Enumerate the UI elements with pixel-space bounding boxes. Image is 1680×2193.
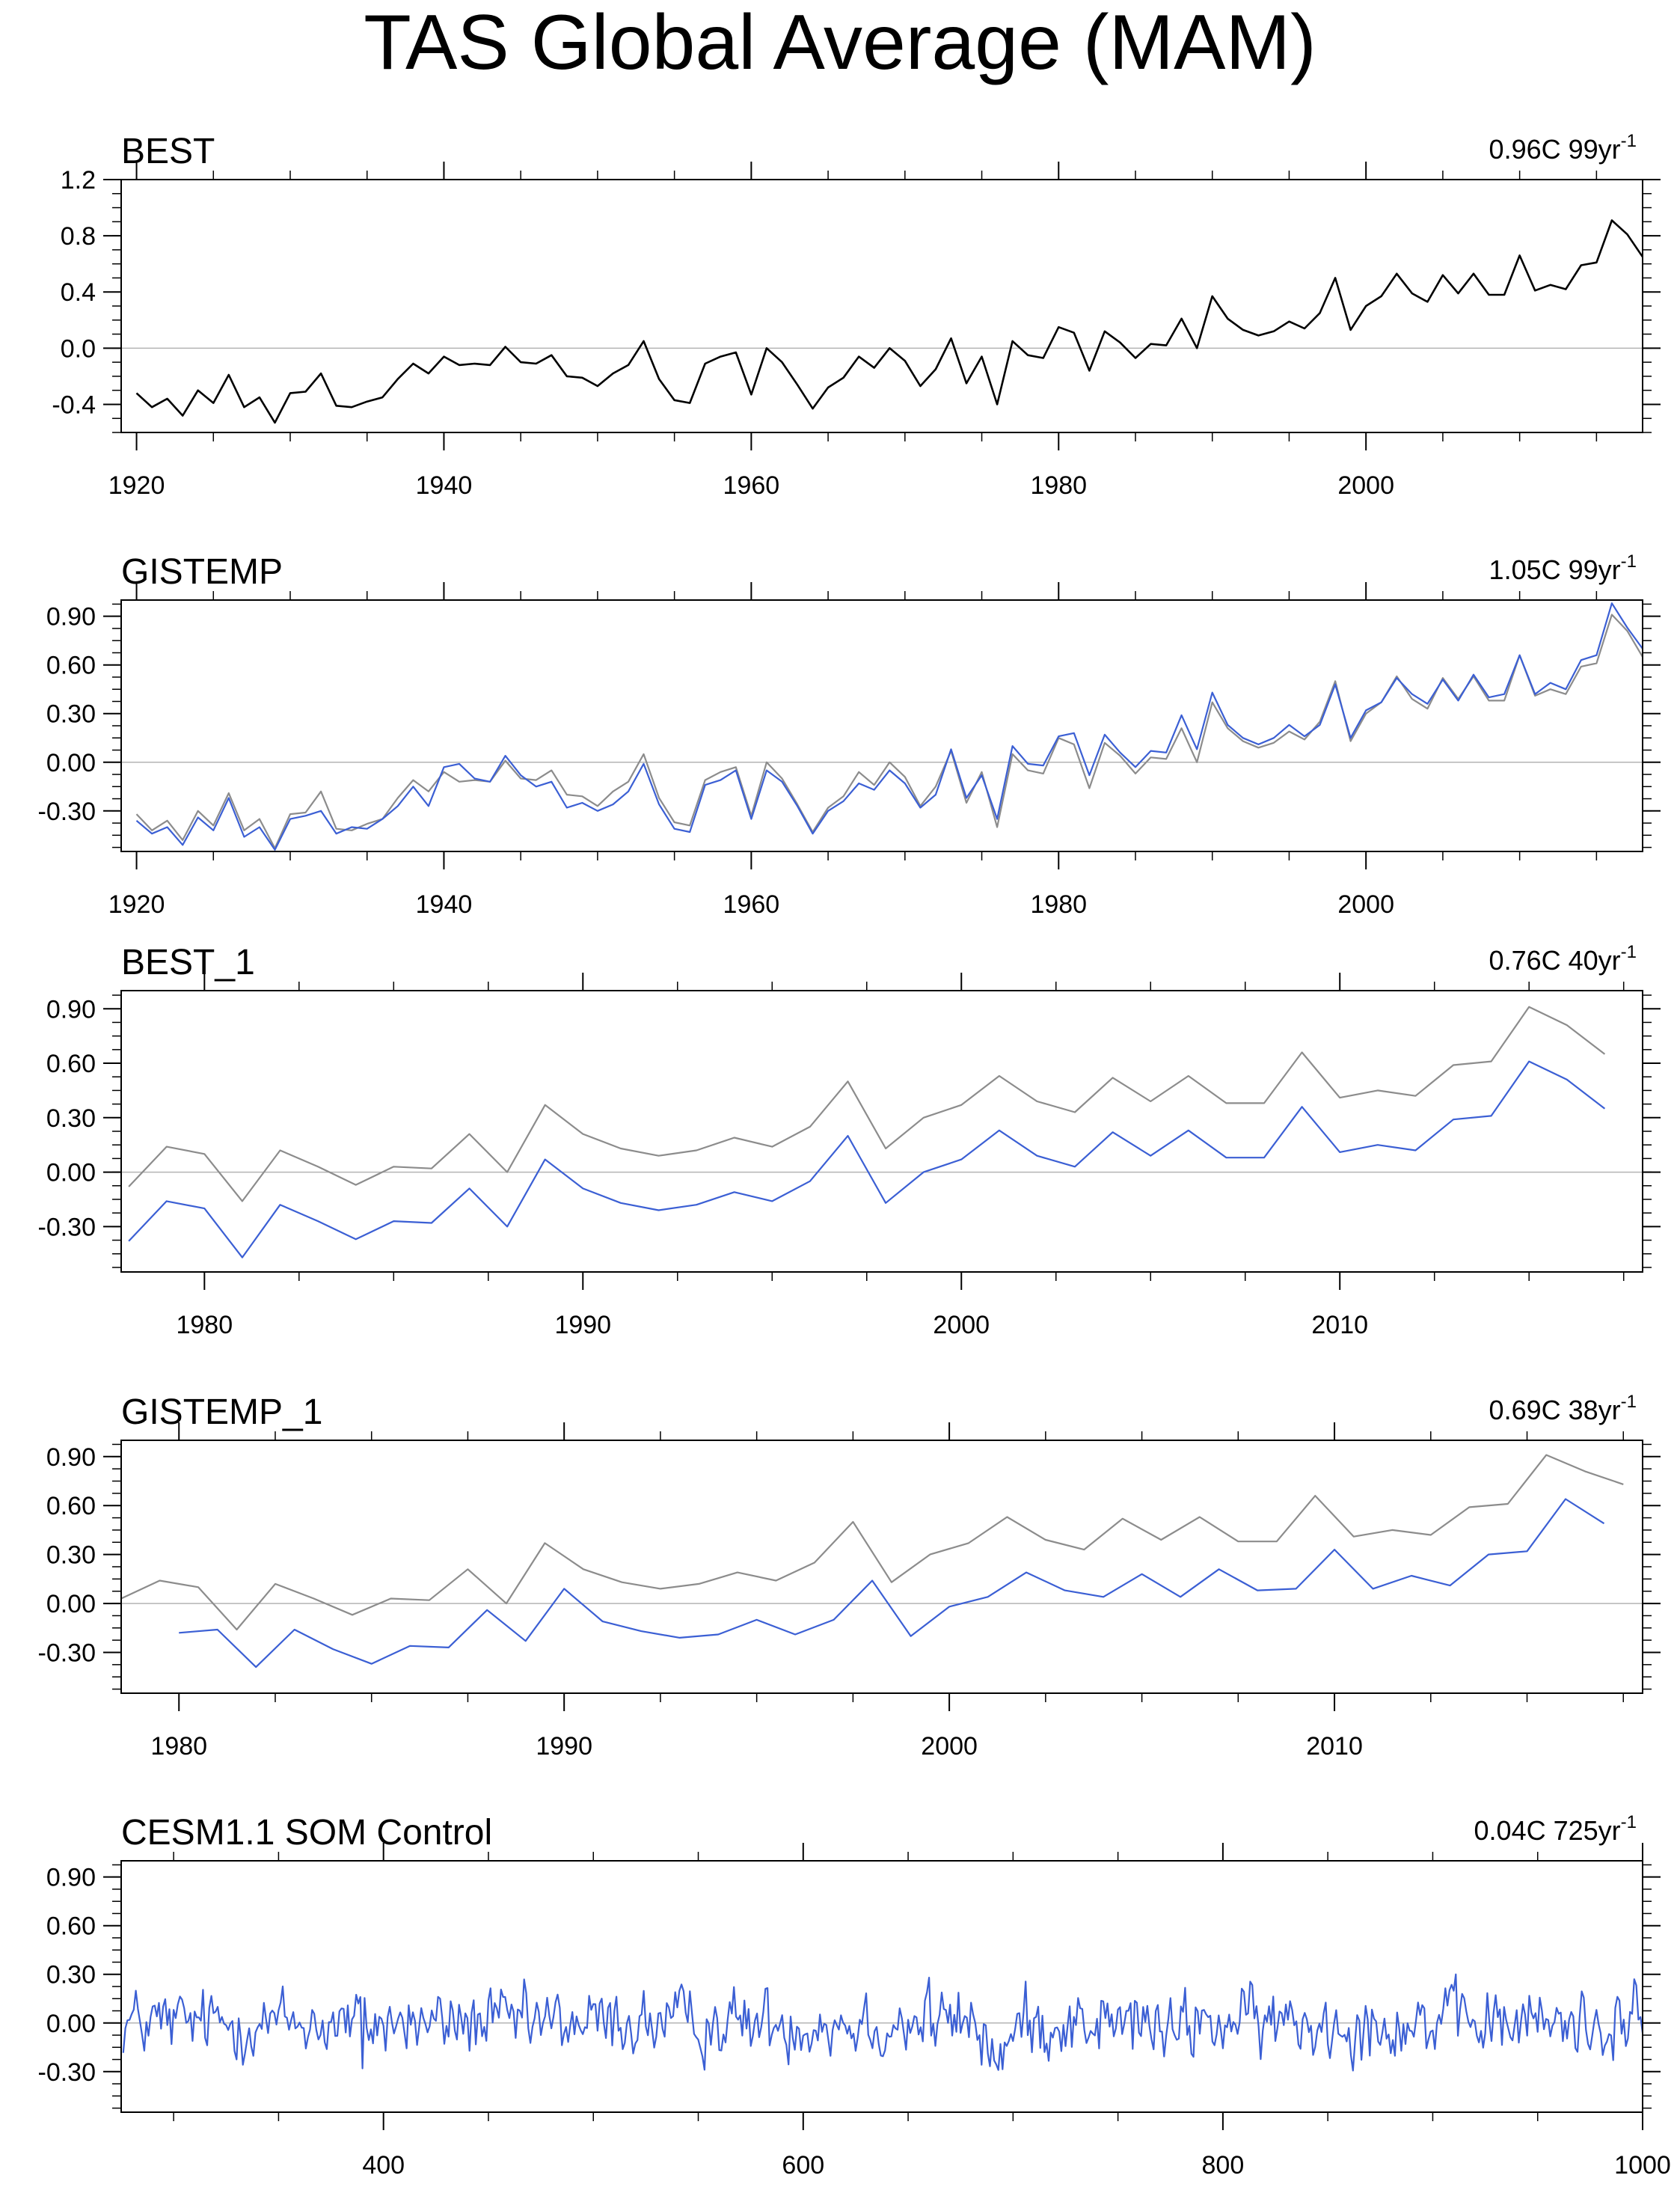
trend-value: 0.04C 725yr — [1474, 1815, 1621, 1846]
x-tick-label: 2000 — [933, 1311, 990, 1339]
plot-frame — [120, 599, 1643, 852]
x-tick-label: 1960 — [723, 471, 780, 500]
series-line-best — [135, 219, 1644, 424]
y-tick-label: 0.60 — [46, 1492, 96, 1520]
y-tick-label: 0.4 — [61, 278, 96, 307]
series-line-gistemp-1 — [179, 1498, 1605, 1669]
x-tick-label: 1000 — [1614, 2151, 1671, 2180]
trend-exponent: -1 — [1621, 1812, 1637, 1832]
trend-exponent: -1 — [1621, 942, 1637, 962]
y-tick-label: 0.00 — [46, 1159, 96, 1187]
x-tick-label: 1980 — [176, 1311, 233, 1339]
y-tick-label: 0.90 — [46, 995, 96, 1024]
plot-frame — [120, 179, 1643, 433]
panel-title: CESM1.1 SOM Control — [121, 1813, 492, 1853]
figure-title: TAS Global Average (MAM) — [364, 0, 1316, 86]
y-tick-label: -0.30 — [38, 2058, 96, 2087]
x-tick-label: 2010 — [1311, 1311, 1368, 1339]
x-tick-label: 2000 — [1337, 890, 1394, 919]
y-tick-label: 1.2 — [61, 166, 96, 195]
y-tick-label: 0.90 — [46, 603, 96, 631]
y-tick-label: 0.30 — [46, 1104, 96, 1133]
x-tick-label: 1940 — [416, 890, 473, 919]
y-tick-label: 0.60 — [46, 1050, 96, 1078]
y-tick-label: -0.30 — [38, 1213, 96, 1241]
panel-best-1: BEST_1 0.76C 40yr-1 -0.30 0.00 0.30 0.60 0.90 1… — [38, 942, 1661, 1339]
trend-value: 0.76C 40yr — [1489, 945, 1621, 976]
x-tick-label: 400 — [362, 2151, 405, 2180]
panel-title: BEST_1 — [121, 943, 255, 982]
x-tick-label: 2000 — [921, 1732, 978, 1761]
panel-cesm-som-control: CESM1.1 SOM Control 0.04C 725yr-1 -0.30 0.0… — [38, 1812, 1671, 2180]
panel-best: BEST 0.96C 99yr-1 -0.4 0.0 0.4 0.8 1.2 1920 1940… — [52, 131, 1661, 500]
y-tick-label: -0.30 — [38, 798, 96, 826]
trend-label: 1.05C 99yr-1 — [1489, 551, 1637, 585]
x-tick-label: 1920 — [108, 890, 165, 919]
trend-label: 0.96C 99yr-1 — [1489, 131, 1637, 165]
x-tick-label: 1920 — [108, 471, 165, 500]
x-tick-label: 800 — [1202, 2151, 1245, 2180]
x-tick-label: 1990 — [536, 1732, 592, 1761]
series-line-cesm1-1-som-control — [122, 1973, 1644, 2072]
x-tick-label: 2000 — [1337, 471, 1394, 500]
y-tick-label: 0.30 — [46, 1541, 96, 1570]
plot-frame — [120, 1860, 1643, 2113]
y-tick-label: 0.60 — [46, 1912, 96, 1941]
x-tick-label: 1960 — [723, 890, 780, 919]
y-tick-label: 0.8 — [61, 222, 96, 251]
trend-exponent: -1 — [1621, 551, 1637, 572]
x-tick-label: 1980 — [1030, 471, 1087, 500]
plot-frame — [120, 1440, 1643, 1694]
y-tick-label: -0.4 — [52, 391, 96, 419]
trend-exponent: -1 — [1621, 131, 1637, 151]
x-tick-label: 1980 — [1030, 890, 1087, 919]
series-line-best-1 — [128, 1060, 1606, 1258]
y-tick-label: 0.90 — [46, 1443, 96, 1472]
panel-title: GISTEMP — [121, 552, 283, 592]
trend-value: 0.69C 38yr — [1489, 1395, 1621, 1425]
y-tick-label: 0.30 — [46, 700, 96, 729]
trend-exponent: -1 — [1621, 1392, 1637, 1412]
series-line-best — [135, 614, 1643, 849]
x-tick-label: 2010 — [1306, 1732, 1363, 1761]
y-tick-label: 0.60 — [46, 652, 96, 680]
y-tick-label: 0.0 — [61, 334, 96, 363]
x-tick-label: 1940 — [416, 471, 473, 500]
trend-label: 0.04C 725yr-1 — [1474, 1812, 1637, 1846]
y-tick-label: -0.30 — [38, 1639, 96, 1667]
trend-value: 1.05C 99yr — [1489, 554, 1621, 585]
series-line-best — [120, 1454, 1624, 1631]
y-tick-label: 0.00 — [46, 1590, 96, 1618]
plot-frame — [120, 990, 1643, 1273]
x-tick-label: 600 — [782, 2151, 824, 2180]
panel-title: GISTEMP_1 — [121, 1392, 322, 1432]
y-tick-label: 0.90 — [46, 1864, 96, 1892]
panel-gistemp: GISTEMP 1.05C 99yr-1 -0.30 0.00 0.30 0.60 0.90… — [38, 551, 1661, 919]
y-tick-label: 0.30 — [46, 1961, 96, 1989]
trend-label: 0.76C 40yr-1 — [1489, 942, 1637, 976]
series-line-best — [128, 1006, 1606, 1202]
x-tick-label: 1990 — [554, 1311, 611, 1339]
y-tick-label: 0.00 — [46, 749, 96, 777]
trend-label: 0.69C 38yr-1 — [1489, 1392, 1637, 1425]
series-line-gistemp — [135, 602, 1643, 851]
panel-title: BEST — [121, 132, 215, 171]
x-tick-label: 1980 — [150, 1732, 207, 1761]
panel-gistemp-1: GISTEMP_1 0.69C 38yr-1 -0.30 0.00 0.30 0.60 0.… — [38, 1392, 1661, 1761]
y-tick-label: 0.00 — [46, 2010, 96, 2038]
trend-value: 0.96C 99yr — [1489, 134, 1621, 165]
